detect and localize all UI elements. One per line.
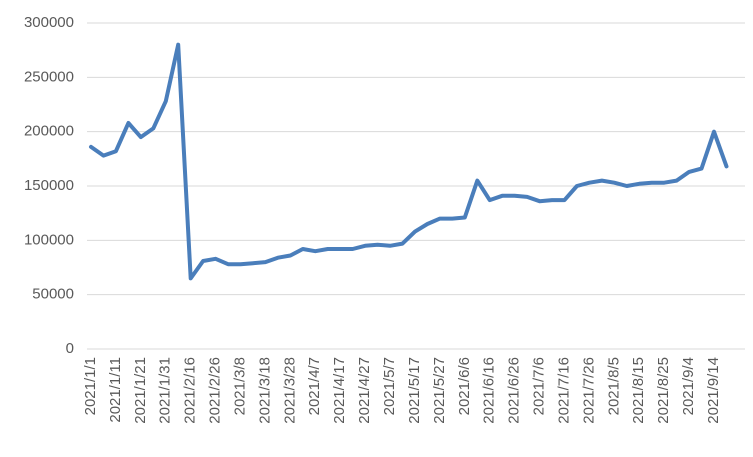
x-tick-label: 2021/2/16 (182, 357, 199, 424)
x-tick-label: 2021/5/17 (406, 357, 423, 424)
x-tick-label: 2021/5/7 (381, 357, 398, 415)
x-tick-label: 2021/8/25 (655, 357, 672, 424)
x-tick-label: 2021/7/6 (531, 357, 548, 415)
y-tick-label: 200000 (24, 123, 74, 140)
y-tick-label: 50000 (32, 286, 74, 303)
x-tick-label: 2021/3/18 (256, 357, 273, 424)
x-tick-label: 2021/1/31 (157, 357, 174, 424)
x-tick-label: 2021/9/4 (680, 357, 697, 415)
x-tick-label: 2021/1/21 (132, 357, 149, 424)
x-tick-label: 2021/1/1 (82, 357, 99, 415)
x-tick-label: 2021/3/28 (281, 357, 298, 424)
x-tick-label: 2021/3/8 (231, 357, 248, 415)
x-tick-label: 2021/8/5 (605, 357, 622, 415)
x-tick-label: 2021/8/15 (630, 357, 647, 424)
series-line (89, 42, 729, 281)
x-tick-label: 2021/9/14 (705, 357, 722, 424)
x-tick-label: 2021/7/16 (555, 357, 572, 424)
x-tick-label: 2021/4/27 (356, 357, 373, 424)
x-tick-label: 2021/4/7 (306, 357, 323, 415)
y-tick-label: 150000 (24, 177, 74, 194)
x-tick-label: 2021/1/11 (107, 357, 124, 423)
x-tick-label: 2021/6/26 (506, 357, 523, 424)
y-tick-label: 100000 (24, 231, 74, 248)
x-tick-label: 2021/7/26 (580, 357, 597, 424)
x-tick-label: 2021/6/16 (481, 357, 498, 424)
x-tick-label: 2021/5/27 (431, 357, 448, 424)
x-tick-label: 2021/2/26 (207, 357, 224, 424)
x-tick-label: 2021/6/6 (456, 357, 473, 415)
y-tick-label: 0 (66, 340, 74, 357)
x-tick-label: 2021/4/17 (331, 357, 348, 424)
y-tick-label: 250000 (24, 68, 74, 85)
y-tick-label: 300000 (24, 14, 74, 31)
